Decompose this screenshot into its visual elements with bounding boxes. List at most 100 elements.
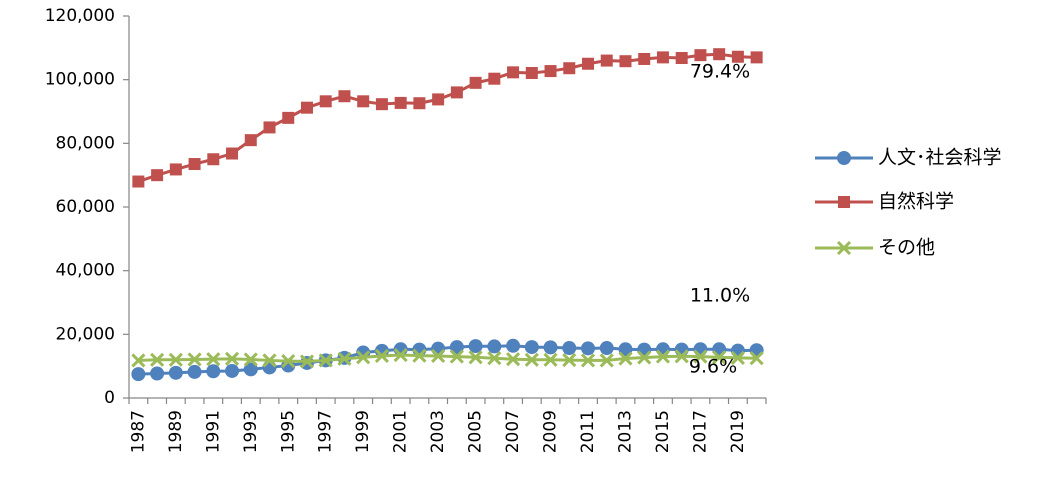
marker [750, 51, 763, 64]
marker [693, 342, 708, 357]
marker [394, 96, 407, 109]
marker [694, 49, 707, 62]
marker [730, 350, 745, 365]
marker [131, 367, 146, 382]
marker [319, 95, 332, 108]
x-tick-label: 1987 [128, 410, 148, 453]
marker [207, 153, 220, 166]
marker [431, 348, 446, 364]
marker [837, 151, 851, 165]
y-tick-label: 40,000 [56, 261, 115, 281]
marker [374, 348, 389, 364]
marker [468, 350, 483, 365]
marker [375, 98, 388, 111]
marker [581, 341, 596, 356]
marker [206, 364, 221, 379]
annotation: 9.6% [689, 356, 737, 378]
marker [675, 52, 688, 65]
marker [168, 352, 183, 367]
marker [432, 93, 445, 106]
marker [507, 66, 520, 79]
marker [151, 169, 164, 182]
marker [836, 240, 852, 256]
marker [225, 363, 240, 378]
marker [637, 350, 652, 365]
marker [243, 362, 258, 377]
y-tick-label: 100,000 [45, 70, 115, 90]
marker [713, 48, 726, 61]
marker [506, 352, 521, 367]
marker [187, 352, 202, 367]
marker [655, 349, 671, 364]
series-line [138, 353, 757, 363]
x-tick-label: 1995 [278, 410, 298, 453]
marker [393, 347, 408, 363]
marker [524, 340, 539, 355]
marker [563, 62, 576, 75]
marker [449, 349, 464, 364]
marker [449, 340, 464, 355]
marker [132, 175, 145, 188]
x-tick-label: 2007 [503, 410, 523, 453]
marker [731, 50, 744, 63]
marker [244, 134, 257, 147]
marker [357, 95, 370, 108]
marker [488, 72, 501, 85]
y-tick-label: 120,000 [45, 6, 115, 26]
x-tick-label: 2019 [728, 410, 748, 453]
y-tick-label: 0 [104, 388, 115, 408]
marker [431, 341, 446, 356]
marker [543, 340, 558, 355]
marker [413, 97, 426, 110]
annotation: 79.4% [690, 61, 750, 83]
marker [469, 76, 482, 89]
marker [131, 353, 146, 368]
marker [562, 341, 577, 356]
marker [337, 351, 352, 366]
series-line [137, 52, 757, 183]
marker [300, 101, 313, 114]
marker [338, 90, 351, 103]
marker [263, 121, 276, 134]
x-tick-label: 2003 [428, 410, 448, 453]
marker [206, 352, 221, 367]
x-tick-label: 2005 [466, 410, 486, 453]
legend-label: 人文･社会科学 [878, 147, 1002, 169]
series-line [138, 344, 757, 376]
marker [282, 111, 295, 124]
y-tick-label: 80,000 [56, 133, 115, 153]
x-tick-label: 1989 [166, 410, 186, 453]
marker [506, 338, 521, 353]
marker [543, 352, 558, 367]
marker [450, 86, 463, 99]
marker [600, 54, 613, 67]
marker [599, 341, 614, 356]
marker [150, 366, 165, 381]
marker [524, 352, 539, 367]
y-tick-label: 20,000 [56, 324, 115, 344]
x-tick-label: 1991 [203, 410, 223, 453]
marker [168, 365, 183, 380]
marker [655, 342, 670, 357]
legend-label: 自然科学 [878, 191, 954, 213]
marker [187, 364, 202, 379]
marker [412, 348, 427, 363]
x-tick-label: 2015 [653, 410, 673, 453]
marker [582, 57, 595, 70]
marker [356, 350, 371, 365]
x-tick-label: 2013 [615, 410, 635, 453]
marker [674, 349, 689, 364]
marker [656, 51, 669, 64]
marker [618, 351, 633, 366]
marker [525, 66, 538, 79]
marker [299, 354, 315, 369]
marker [487, 351, 502, 366]
marker [487, 339, 502, 354]
x-tick-label: 1999 [353, 410, 373, 453]
marker [224, 351, 240, 366]
marker [150, 352, 165, 367]
marker [749, 351, 764, 366]
marker [693, 349, 708, 364]
marker [262, 353, 277, 368]
